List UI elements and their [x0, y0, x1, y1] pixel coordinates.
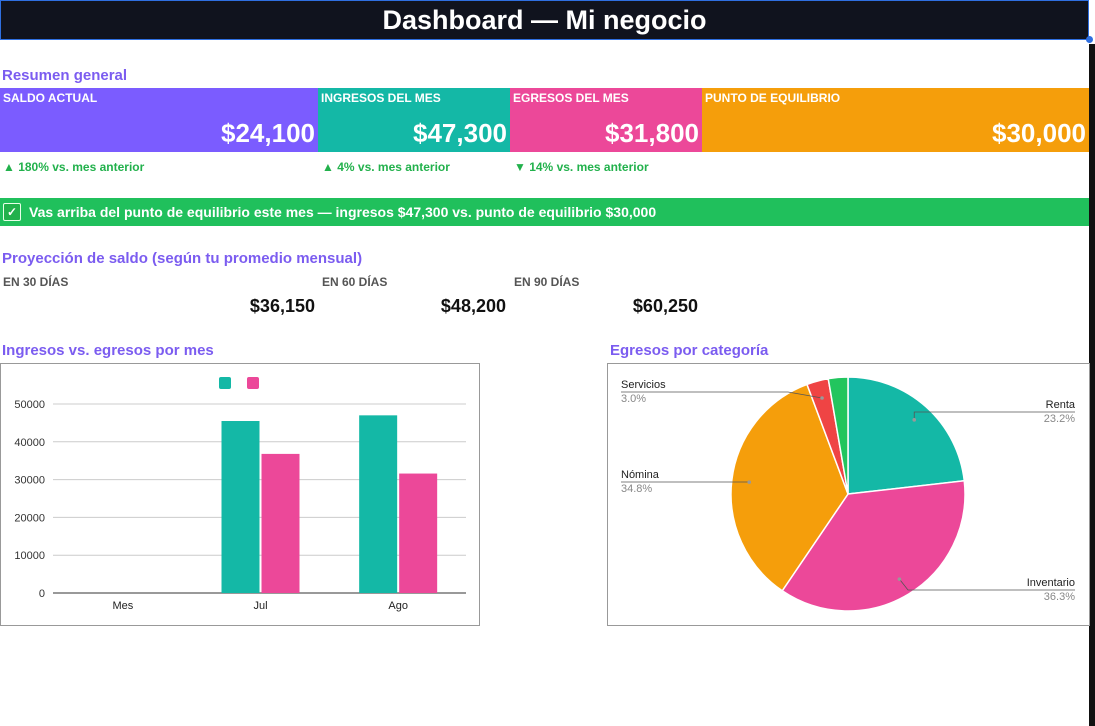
card-egresos: EGRESOS DEL MES $31,800 [510, 88, 702, 152]
pie-leader-line [913, 411, 1075, 420]
projection-value-60: $48,200 [440, 296, 506, 316]
pie-slice [827, 376, 849, 495]
pie-chart: Renta 23.2% Inventario 36.3% Nómina 34.8% Serv… [621, 376, 1076, 612]
card-label: SALDO ACTUAL [3, 91, 98, 105]
pie-slice-label: Renta [1046, 399, 1076, 411]
pie-slice-label: Nómina [621, 469, 660, 481]
pie-slice-percent: 36.3% [1044, 591, 1075, 603]
bar [261, 453, 300, 593]
check-mark-icon: ✓ [3, 203, 21, 221]
projection-heading: Proyección de saldo (según tu promedio m… [2, 250, 363, 267]
pie-slice [781, 479, 966, 612]
pie-leader-line [621, 391, 823, 399]
legend-swatch [219, 377, 231, 389]
pie-leader-dot [912, 418, 917, 422]
projection-label-90: EN 90 DÍAS [514, 275, 580, 289]
y-tick-label: 30000 [14, 475, 45, 487]
pie-slice-percent: 23.2% [1044, 413, 1075, 425]
pie-slice [847, 376, 966, 495]
dashboard-title: Dashboard — Mi negocio [382, 4, 707, 35]
card-label: INGRESOS DEL MES [321, 91, 441, 105]
x-tick-label: Jul [253, 600, 267, 612]
x-tick-label: Ago [388, 600, 408, 612]
card-ingresos: INGRESOS DEL MES $47,300 [318, 88, 510, 152]
y-tick-label: 0 [39, 588, 45, 600]
y-tick-label: 10000 [14, 550, 45, 562]
projection-label-60: EN 60 DÍAS [322, 275, 388, 289]
card-saldo-actual: SALDO ACTUAL $24,100 [0, 88, 318, 152]
pie-leader-dot [747, 480, 752, 484]
right-edge-bar [1089, 44, 1095, 726]
banner-text: Vas arriba del punto de equilibrio este … [29, 204, 657, 220]
delta-saldo: ▲ 180% vs. mes anterior [3, 160, 145, 174]
card-label: PUNTO DE EQUILIBRIO [705, 91, 841, 105]
card-punto-equilibrio: PUNTO DE EQUILIBRIO $30,000 [702, 88, 1089, 152]
projection-label-30: EN 30 DÍAS [3, 275, 69, 289]
x-tick-label: Mes [112, 600, 133, 612]
pie-slice-label: Servicios [621, 379, 666, 391]
bar-chart: 0 10000 20000 30000 40000 50000 Mes Jul Ago [14, 377, 466, 612]
summary-heading: Resumen general [2, 67, 128, 84]
card-value: $24,100 [221, 118, 315, 148]
projection-value-90: $60,250 [632, 296, 698, 316]
pie-leader-line [899, 578, 1075, 591]
pie-slice-percent: 3.0% [621, 393, 646, 405]
pie-chart-panel[interactable]: Renta 23.2% Inventario 36.3% Nómina 34.8% Serv… [607, 363, 1090, 626]
delta-egresos: ▼ 14% vs. mes anterior [514, 160, 649, 174]
bar [399, 473, 438, 593]
pie-slice [730, 383, 849, 592]
y-tick-label: 50000 [14, 399, 45, 411]
break-even-banner: ✓ Vas arriba del punto de equilibrio est… [0, 198, 1089, 226]
card-label: EGRESOS DEL MES [513, 91, 629, 105]
delta-ingresos: ▲ 4% vs. mes anterior [322, 160, 450, 174]
card-value: $47,300 [413, 118, 507, 148]
selection-handle[interactable] [1086, 36, 1093, 43]
legend-swatch [247, 377, 259, 389]
projection-value-30: $36,150 [249, 296, 315, 316]
pie-slice-percent: 34.8% [621, 483, 652, 495]
y-tick-label: 20000 [14, 512, 45, 524]
dashboard-title-bar: Dashboard — Mi negocio [0, 0, 1089, 40]
pie-leader-dot [897, 577, 902, 581]
pie-leader-dot [820, 396, 824, 400]
card-value: $31,800 [605, 118, 699, 148]
bar-chart-heading: Ingresos vs. egresos por mes [2, 342, 214, 359]
pie-chart-heading: Egresos por categoría [610, 342, 769, 359]
card-value: $30,000 [992, 118, 1086, 148]
bar [359, 415, 398, 593]
bar [221, 421, 260, 593]
bar-chart-panel[interactable]: 0 10000 20000 30000 40000 50000 Mes Jul Ago [0, 363, 480, 626]
pie-slice-label: Inventario [1027, 577, 1075, 589]
y-tick-label: 40000 [14, 437, 45, 449]
